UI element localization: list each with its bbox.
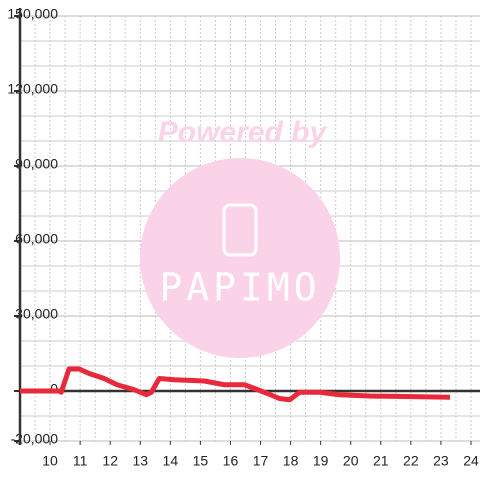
y-tick-label: 120,000: [7, 81, 58, 97]
x-tick-label: 14: [163, 453, 179, 469]
y-tick-label: 150,000: [7, 6, 58, 22]
watermark-icon: [222, 203, 258, 257]
y-tick-label: 30,000: [15, 306, 58, 322]
x-tick-label: 19: [313, 453, 329, 469]
watermark-logo: PAPIMO: [159, 266, 320, 310]
x-tick-label: 11: [73, 453, 88, 469]
x-tick-label: 21: [373, 453, 389, 469]
x-tick-label: 16: [223, 453, 239, 469]
x-tick-label: 20: [343, 453, 359, 469]
y-tick-label: -20,000: [11, 431, 59, 447]
x-tick-label: 23: [433, 453, 449, 469]
watermark-text: Powered by: [158, 116, 328, 149]
data-line: [20, 366, 450, 403]
x-tick-label: 15: [193, 453, 209, 469]
x-tick-label: 10: [42, 453, 58, 469]
x-tick-label: 12: [102, 453, 118, 469]
x-tick-label: 24: [463, 453, 479, 469]
watermark-circle: [140, 158, 340, 358]
x-tick-label: 13: [132, 453, 148, 469]
x-tick-label: 18: [283, 453, 299, 469]
y-tick-label: 60,000: [15, 231, 58, 247]
x-tick-label: 17: [253, 453, 269, 469]
watermark: Powered by PAPIMO: [140, 116, 340, 358]
y-tick-label: 90,000: [15, 156, 58, 172]
x-tick-label: 22: [403, 453, 419, 469]
